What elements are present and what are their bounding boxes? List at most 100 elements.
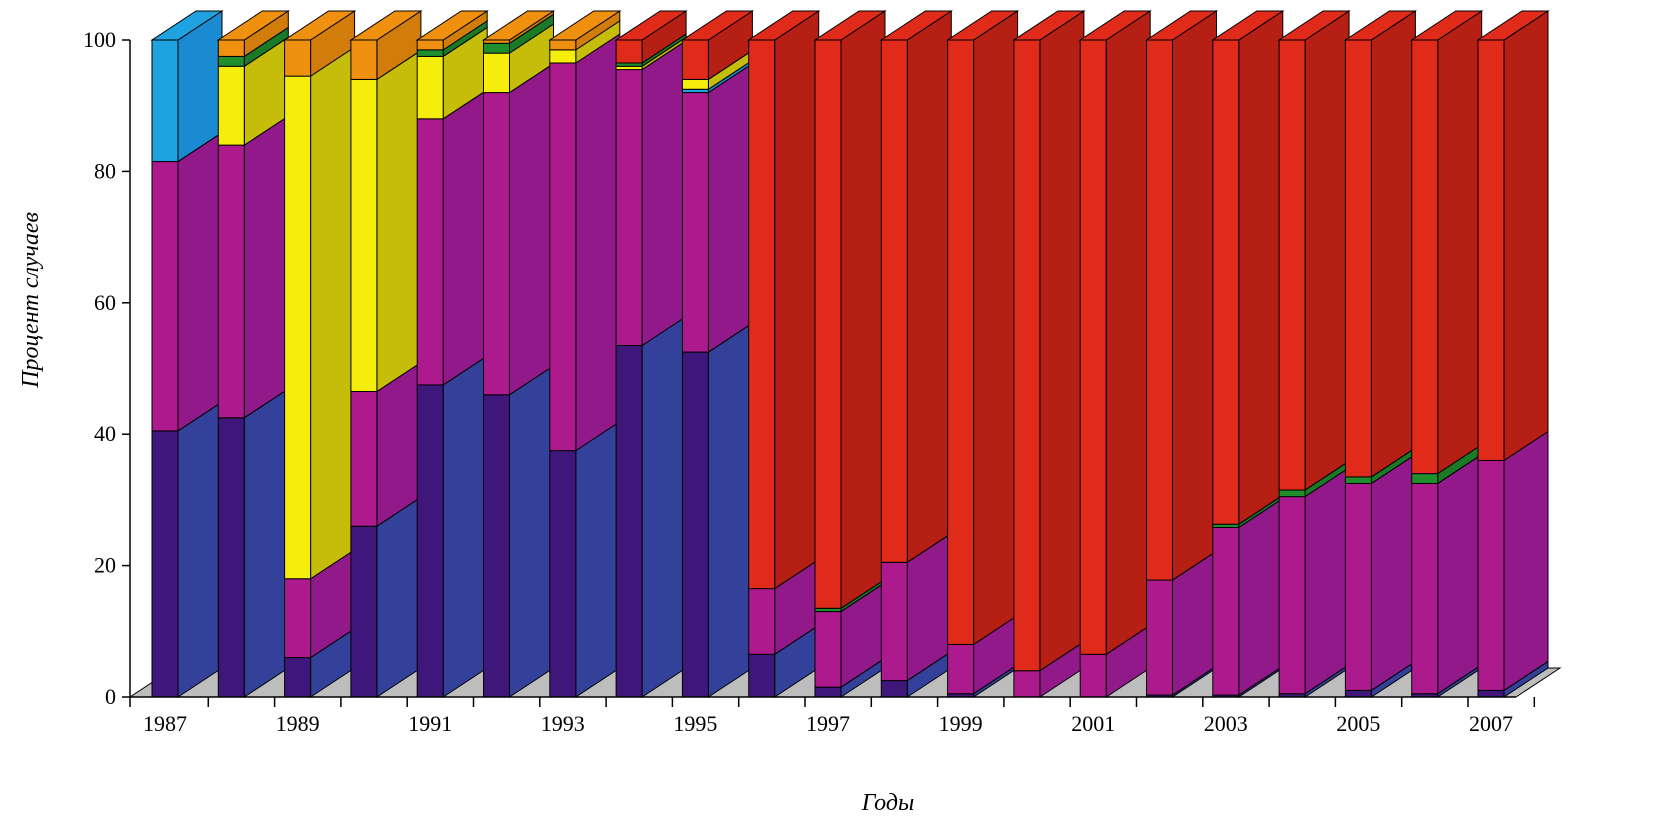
bar-segment bbox=[151, 161, 179, 432]
bar-segment-side bbox=[1304, 466, 1350, 695]
bar-segment bbox=[814, 611, 842, 688]
bar-top-face bbox=[1277, 10, 1351, 41]
bar-segment bbox=[1344, 39, 1372, 478]
bar-segment bbox=[416, 49, 444, 57]
bar-top-face bbox=[945, 10, 1020, 41]
y-tick-label: 80 bbox=[94, 158, 116, 183]
bar-segment bbox=[1079, 653, 1107, 698]
bar-segment bbox=[1477, 689, 1505, 698]
bar-segment-side bbox=[707, 322, 753, 698]
chart-axes: 0 20 40 60 80 100 1987 1989 1991 1993 1995 1997 1999… bbox=[83, 27, 1536, 736]
bar-segment bbox=[615, 39, 643, 64]
x-tick-label: 1987 bbox=[143, 711, 187, 736]
bar-segment bbox=[880, 39, 908, 563]
bar-2001 bbox=[1078, 10, 1152, 698]
bar-2003 bbox=[1211, 10, 1285, 698]
bar-segment bbox=[748, 39, 776, 590]
bar-segment bbox=[1278, 496, 1306, 695]
bar-top-face bbox=[1144, 10, 1219, 41]
bar-top-face bbox=[150, 10, 224, 41]
bar-2002 bbox=[1144, 10, 1219, 698]
bar-segment bbox=[681, 351, 709, 698]
bar-top-face bbox=[1078, 10, 1152, 41]
bar-segment bbox=[947, 39, 975, 645]
bar-segment bbox=[947, 643, 975, 695]
bar-segment-side bbox=[509, 364, 554, 698]
bar-top-face bbox=[680, 10, 755, 41]
x-tick-label: 2005 bbox=[1336, 711, 1380, 736]
y-axis-title: Процент случаев bbox=[18, 212, 44, 389]
bar-segment-side bbox=[1437, 453, 1483, 695]
x-axis-title: Годы bbox=[861, 790, 915, 816]
bar-segment bbox=[1212, 39, 1240, 525]
bar-segment-side bbox=[575, 420, 621, 698]
bar-1998 bbox=[879, 10, 953, 698]
bar-segment-side bbox=[906, 10, 952, 564]
bar-segment bbox=[217, 65, 245, 146]
bar-top-face bbox=[1476, 10, 1550, 41]
bar-segment-side bbox=[243, 115, 289, 419]
bar-1995 bbox=[680, 10, 755, 698]
bar-segment-side bbox=[509, 62, 554, 396]
bar-top-face bbox=[216, 10, 290, 41]
bar-top-face bbox=[282, 10, 357, 41]
bar-top-face bbox=[548, 10, 622, 41]
bar-segment bbox=[814, 39, 842, 609]
x-tick-label: 1989 bbox=[276, 711, 320, 736]
bar-1999 bbox=[945, 10, 1020, 698]
x-tick-label: 2001 bbox=[1071, 711, 1115, 736]
bar-segment bbox=[284, 75, 312, 580]
bar-segment bbox=[549, 450, 577, 698]
bar-segment-side bbox=[177, 400, 223, 698]
bar-segment bbox=[1477, 459, 1505, 691]
bar-1997 bbox=[813, 10, 887, 698]
bar-segment bbox=[748, 588, 776, 655]
bar-segment bbox=[681, 78, 709, 90]
bar-segment-side bbox=[973, 10, 1019, 646]
bar-segment bbox=[217, 39, 245, 57]
x-tick-label: 1995 bbox=[673, 711, 717, 736]
bar-segment bbox=[549, 62, 577, 452]
bar-segment bbox=[416, 39, 444, 51]
bar-segment bbox=[880, 561, 908, 682]
bar-segment bbox=[416, 55, 444, 120]
chart-bars bbox=[150, 10, 1550, 698]
bar-segment bbox=[1344, 689, 1372, 698]
bar-segment bbox=[681, 92, 709, 353]
y-tick-label: 100 bbox=[83, 27, 116, 52]
bar-segment bbox=[1013, 39, 1041, 672]
x-tick-label: 2003 bbox=[1204, 711, 1248, 736]
bar-1989 bbox=[282, 10, 357, 698]
bar-segment bbox=[151, 430, 179, 698]
bar-top-face bbox=[481, 10, 556, 41]
x-tick-label: 1999 bbox=[939, 711, 983, 736]
bar-segment bbox=[615, 69, 643, 347]
bar-segment-side bbox=[1503, 10, 1549, 462]
bar-segment bbox=[284, 578, 312, 659]
bar-segment bbox=[1278, 39, 1306, 491]
bar-top-face bbox=[1343, 10, 1418, 41]
x-tick-label: 1991 bbox=[408, 711, 452, 736]
y-tick-label: 60 bbox=[94, 290, 116, 315]
bar-segment-side bbox=[1039, 10, 1085, 672]
bar-segment bbox=[483, 92, 510, 396]
bar-segment bbox=[284, 657, 312, 698]
bar-segment bbox=[1344, 482, 1372, 691]
bar-segment-side bbox=[1503, 430, 1549, 692]
bar-segment bbox=[350, 390, 378, 527]
bar-1992 bbox=[481, 10, 556, 698]
bar-segment-side bbox=[641, 39, 687, 347]
bar-segment-side bbox=[774, 10, 820, 590]
bar-segment bbox=[284, 39, 312, 77]
bar-segment-side bbox=[1105, 10, 1151, 656]
y-tick-label: 0 bbox=[105, 684, 116, 709]
bar-segment bbox=[416, 118, 444, 386]
bar-segment-side bbox=[1370, 10, 1416, 478]
bar-segment-side bbox=[1238, 497, 1284, 696]
bar-segment bbox=[1411, 473, 1439, 484]
bar-2006 bbox=[1410, 10, 1484, 698]
bar-segment bbox=[681, 39, 709, 80]
bar-1996 bbox=[747, 10, 821, 698]
bar-segment-side bbox=[1172, 10, 1217, 581]
